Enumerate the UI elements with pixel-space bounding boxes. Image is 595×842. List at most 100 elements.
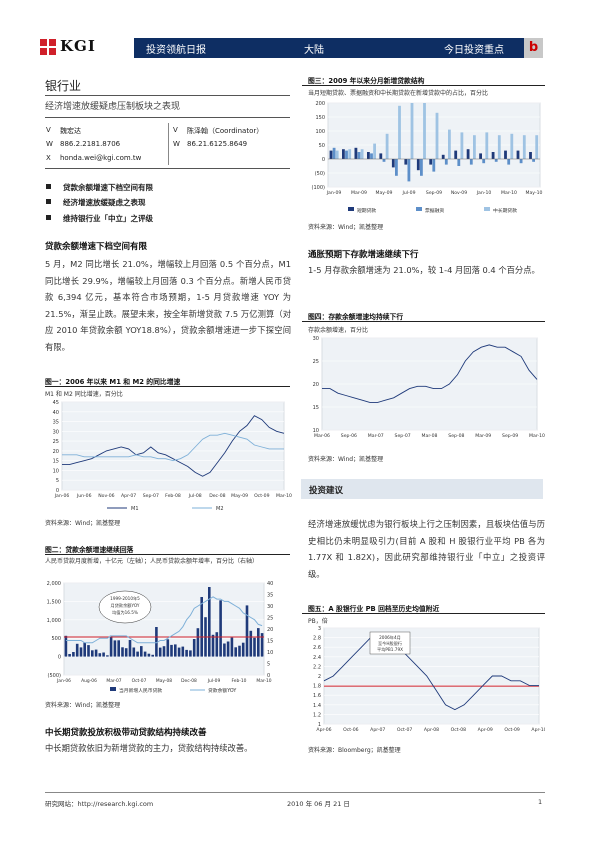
series-line-M2 [62,432,284,462]
bar-中长期贷款 [460,132,464,159]
loan-bar [245,605,249,657]
loan-bar [158,647,162,657]
bar-中长期贷款 [373,143,376,159]
loan-bar [162,646,166,657]
loan-yoy-line [65,596,263,644]
y2-tick-label: 15 [267,639,273,645]
fig5-source: 资料来源：Bloomberg；凯基整理 [308,747,401,754]
loan-bar [102,652,105,657]
loan-bar [189,650,192,657]
y-tick-label: 1.2 [313,712,321,718]
x-tick-label: Oct-06 [343,727,359,733]
loan-bar [234,647,237,657]
fig3-subtitle: 当月短期贷款、票据融资和中长期贷款在新增贷款中的占比，百分比 [308,90,489,97]
y2-tick-label: 30 [267,604,273,610]
loan-bar [87,645,90,657]
y-tick-label: 2,000 [47,581,61,587]
fig4-subtitle: 存款余额增速，百分比 [308,327,369,334]
bar-票据融资 [532,159,535,162]
left-paragraph-1: 5 月，M2 同比增长 21.0%，增幅较上月回落 0.5 个百分点，M1 同比… [45,259,291,352]
x-tick-label: Apr-09 [478,727,493,733]
annotation-bubble [98,590,152,624]
y-tick-label: 500 [51,636,61,642]
x-tick-label: Mar-10 [256,678,271,684]
loan-bar [192,639,196,657]
bar-短期贷款 [441,154,445,159]
annotation-box [369,631,411,655]
loan-bar [136,651,139,657]
y-tick-label: 0 [322,157,325,163]
fig4-source: 资料来源：Wind；凯基整理 [308,456,384,463]
footer-website[interactable]: 研究网站：http://research.kgi.com [45,800,154,808]
fig3-source: 资料来源：Wind；凯基整理 [308,224,384,231]
loan-bar [124,648,128,657]
bar-中长期贷款 [410,103,414,159]
x-tick-label: Apr-08 [424,727,439,733]
y-tick-label: 20 [313,382,319,388]
analyst-1-phone-label: W [46,140,53,148]
loan-bar [79,647,83,657]
legend-label: M1 [131,506,139,512]
x-tick-label: Mar-10 [276,493,292,499]
analyst-1-mark: V [46,126,51,134]
header-banner: 投资领航日报 大陆 今日投资重点 [134,38,543,58]
fig2-subtitle: 人民币贷款月度新增，十亿元（左轴）；人民币贷款余额年增率，百分比（右轴） [45,558,259,565]
y-tick-label: 150 [315,115,325,121]
x-tick-label: Oct-09 [504,727,520,733]
annotation-text: 均值为16.5% [112,609,138,616]
analyst-2-name: 陈泽翰（Coordinator） [187,127,264,135]
analyst-2-mark: V [173,126,178,134]
fig4-chart: 10 15 20 25 30 Mar-06 Sep-06 Mar-07 Sep-07 Mar-08… [313,336,545,439]
loan-bar [117,640,120,657]
bar-中长期贷款 [522,135,526,159]
y-tick-label: 1,000 [47,618,61,624]
bar-票据融资 [519,159,523,164]
legend-label: M2 [216,506,224,512]
kgi-logo-icon [40,39,56,55]
x-tick-label: Apr-06 [316,727,331,733]
y-tick-label: 1 [318,722,321,728]
x-tick-label: Jul-09 [401,190,415,196]
x-tick-label: Sep-08 [448,433,464,439]
section-mark: b [524,38,543,58]
loan-bar [91,650,94,657]
x-tick-label: Apr-10 [531,727,545,733]
bar-中长期贷款 [335,150,339,159]
x-tick-label: Mar-07 [368,433,384,439]
page-number: 1 [538,798,543,806]
bar-中长期贷款 [473,135,476,159]
bar-短期贷款 [342,149,345,159]
fig1-subtitle: M1 和 M2 同比增速，百分比 [45,391,123,398]
x-tick-label: Apr-07 [370,727,385,733]
loan-bar [128,640,132,657]
x-tick-label: Dec-08 [181,678,197,684]
y-tick-label: 3 [318,626,321,632]
y-tick-label: 15 [313,405,319,411]
y-tick-label: (100) [312,185,325,191]
loan-bar [106,655,109,657]
analyst-1-email[interactable]: honda.wei@kgi.com.tw [60,154,142,162]
legend-swatch [348,207,354,211]
right-paragraph-2: 经济增速放缓忧虑为银行板块上行之压制因素，且板块估值与历史相比仍未明显吸引力(目… [308,519,545,579]
fig3-caption: 图三：2009 年以来分月新增贷款结构 [308,77,425,85]
analyst-2-phone-label: W [173,140,180,148]
x-tick-label: Jan-06 [54,493,70,499]
y2-tick-label: 0 [267,673,270,679]
legend-swatch [484,207,490,211]
footer-date: 2010 年 06 月 21 日 [287,800,350,808]
legend-label: 中长期贷款 [493,207,517,214]
y-tick-label: 10 [313,428,319,434]
bar-中长期贷款 [360,149,364,159]
kgi-logo: KGI [40,37,130,57]
left-heading-1: 贷款余额增速下档空间有限 [45,242,148,252]
y-tick-label: 1.6 [313,693,321,699]
x-tick-label: Aug-06 [81,678,97,684]
bar-票据融资 [432,159,436,172]
loan-bar [64,635,68,657]
left-heading-2: 中长期贷款投放积极带动贷款结构持续改善 [45,728,207,738]
x-tick-label: Mar-06 [314,433,330,439]
fig1-chart: 0 5 10 15 20 25 30 35 40 45 Jan-06 Jun-06 Nov-06 Apr-… [53,400,292,512]
loan-bar [166,639,170,657]
y-tick-label: 200 [315,101,325,107]
right-paragraph-1: 1-5 月存款余额增速为 21.0%，较 1-4 月回落 0.4 个百分点。 [308,265,540,275]
